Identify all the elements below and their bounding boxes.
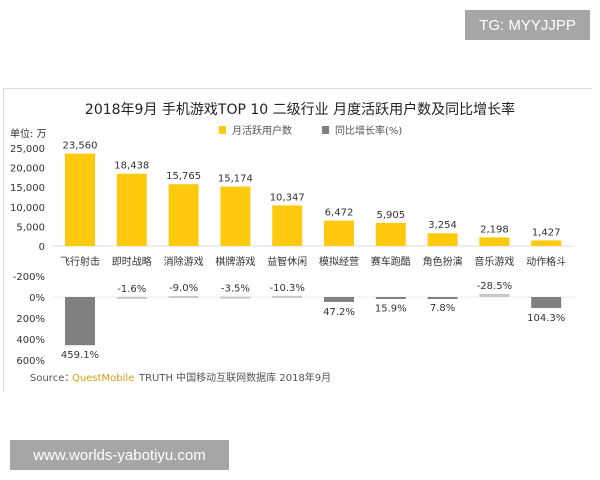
- y-tick-label-growth: 0%: [29, 293, 45, 304]
- bar-mau: [168, 184, 199, 246]
- legend: 月活跃用户数 同比增长率(%): [219, 124, 402, 137]
- category-label: 棋牌游戏: [215, 255, 255, 268]
- data-label-mau: 3,254: [428, 220, 457, 231]
- bar-growth: [324, 297, 354, 302]
- source-prefix: Source：: [30, 373, 74, 384]
- category-label: 飞行射击: [60, 255, 100, 268]
- bar-mau: [427, 233, 458, 246]
- data-label-growth: 104.3%: [527, 313, 565, 324]
- y-tick-label-mau: 15,000: [10, 183, 45, 194]
- source-brand: QuestMobile: [72, 373, 134, 384]
- data-label-mau: 10,347: [270, 192, 305, 203]
- category-label: 模拟经营: [319, 255, 359, 268]
- data-label-mau: 6,472: [325, 208, 354, 219]
- legend-label-growth: 同比增长率(%): [335, 124, 402, 137]
- source-text: TRUTH 中国移动互联网数据库 2018年9月: [138, 371, 331, 384]
- watermark-top: TG: MYYJJPP: [465, 10, 590, 40]
- bar-growth: [168, 296, 199, 299]
- bar-growth: [375, 297, 406, 299]
- y-tick-label-growth: 600%: [16, 356, 45, 367]
- data-label-mau: 15,765: [166, 171, 201, 182]
- category-label: 即时战略: [112, 255, 152, 268]
- category-label: 赛车跑酷: [371, 255, 411, 268]
- data-label-growth: -3.5%: [221, 284, 250, 295]
- bar-mau: [272, 205, 303, 246]
- watermark-bottom: www.worlds-yabotiyu.com: [10, 440, 229, 470]
- unit-label: 单位: 万: [10, 127, 47, 140]
- legend-label-mau: 月活跃用户数: [232, 124, 292, 137]
- bar-growth: [65, 297, 95, 346]
- bar-mau: [65, 153, 95, 246]
- y-tick-label-growth: 400%: [16, 335, 45, 346]
- legend-swatch-mau: [219, 126, 226, 134]
- y-tick-label-mau: 5,000: [16, 222, 45, 233]
- bar-mau: [220, 186, 251, 246]
- category-label: 动作格斗: [526, 255, 566, 268]
- category-label: 角色扮演: [423, 255, 463, 268]
- y-tick-label-growth: 200%: [16, 314, 45, 325]
- data-label-mau: 5,905: [376, 210, 405, 221]
- data-label-mau: 2,198: [480, 224, 509, 235]
- chart-title: 2018年9月 手机游戏TOP 10 二级行业 月度活跃用户数及同比增长率: [85, 101, 515, 118]
- bar-growth: [220, 296, 251, 299]
- y-tick-label-mau: 10,000: [10, 203, 45, 214]
- data-label-growth: 7.8%: [430, 303, 455, 314]
- bar-mau: [531, 240, 562, 246]
- data-label-growth: 15.9%: [375, 304, 407, 315]
- bar-growth: [427, 297, 458, 299]
- y-tick-label-mau: 25,000: [10, 144, 45, 155]
- bar-mau: [116, 173, 147, 246]
- bar-growth: [479, 294, 510, 297]
- bar-mau: [479, 237, 510, 246]
- data-label-growth: -1.6%: [117, 284, 146, 295]
- data-label-mau: 1,427: [532, 227, 561, 238]
- data-label-growth: 47.2%: [323, 307, 355, 318]
- data-label-growth: -28.5%: [477, 281, 512, 292]
- bar-mau: [375, 222, 406, 246]
- y-tick-label-growth: -200%: [13, 272, 45, 283]
- bar-growth: [531, 297, 562, 308]
- data-label-mau: 18,438: [114, 161, 149, 172]
- data-label-mau: 23,560: [63, 141, 98, 152]
- y-tick-label-mau: 0: [39, 242, 45, 253]
- bar-mau: [324, 220, 354, 246]
- category-label: 益智休闲: [267, 255, 307, 268]
- category-label: 消除游戏: [164, 255, 204, 268]
- bar-growth: [272, 295, 303, 298]
- data-label-growth: -10.3%: [270, 283, 305, 294]
- data-label-mau: 15,174: [218, 174, 253, 185]
- legend-swatch-growth: [322, 126, 329, 134]
- data-label-growth: -9.0%: [169, 283, 198, 294]
- y-tick-label-mau: 20,000: [10, 164, 45, 175]
- bar-growth: [116, 296, 147, 299]
- category-label: 音乐游戏: [474, 255, 514, 268]
- data-label-growth: 459.1%: [61, 350, 99, 361]
